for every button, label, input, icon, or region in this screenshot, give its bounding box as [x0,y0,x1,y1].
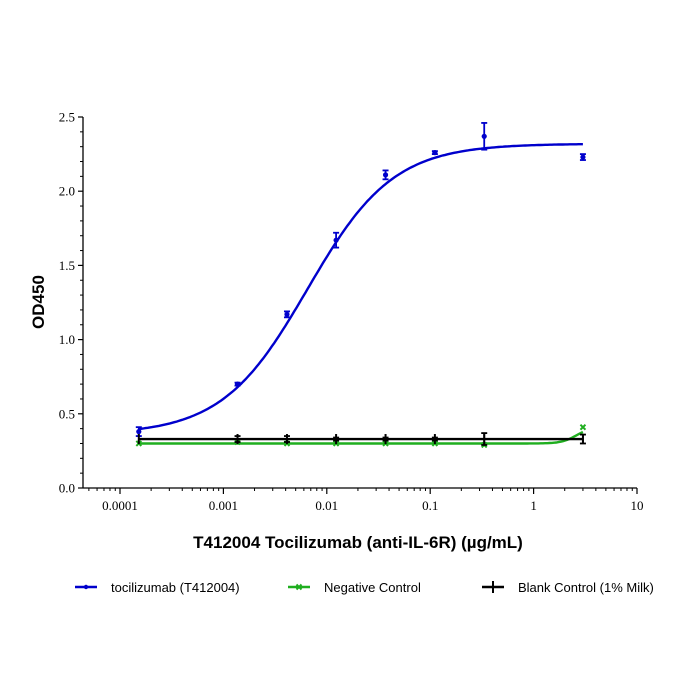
legend-item-blank: Blank Control (1% Milk) [482,580,654,595]
series-line [138,143,583,431]
y-tick-label: 2.0 [59,184,75,199]
data-point [333,237,339,243]
legend-label: tocilizumab (T412004) [111,580,240,595]
x-tick-label: 0.01 [315,498,338,513]
y-tick-label: 1.5 [59,258,75,273]
x-tick-label: 1 [530,498,537,513]
data-point [432,150,438,156]
y-tick-label: 2.5 [59,110,75,125]
x-axis-title: T412004 Tocilizumab (anti-IL-6R) (µg/mL) [193,533,523,552]
legend-label: Negative Control [324,580,421,595]
y-axis-title: OD450 [29,275,48,329]
x-tick-label: 0.1 [422,498,438,513]
plot-area [135,122,587,449]
data-point [284,311,290,317]
series-line [138,430,584,445]
data-point [136,429,142,435]
data-point [481,133,487,139]
data-point [580,154,586,160]
x-tick-label: 0.0001 [102,498,138,513]
y-tick-label: 1.0 [59,332,75,347]
data-point [382,172,389,178]
x-tick-label: 10 [631,498,644,513]
data-point [579,423,587,431]
series-2 [137,432,586,446]
legend-item-negative: Negative Control [288,580,421,595]
legend: tocilizumab (T412004) Negative Control Bla… [75,580,654,595]
legend-label: Blank Control (1% Milk) [518,580,654,595]
x-tick-label: 0.001 [209,498,238,513]
legend-item-tocilizumab: tocilizumab (T412004) [75,580,240,595]
y-tick-label: 0.5 [59,406,75,421]
series-0 [135,122,586,437]
series-1 [135,423,587,449]
axes: 0.0 0.5 1.0 1.5 2.0 2.5 0.0001 0.001 0.01 0.1 1 10 [59,110,644,514]
data-point [234,381,241,387]
y-tick-label: 0.0 [59,481,75,496]
